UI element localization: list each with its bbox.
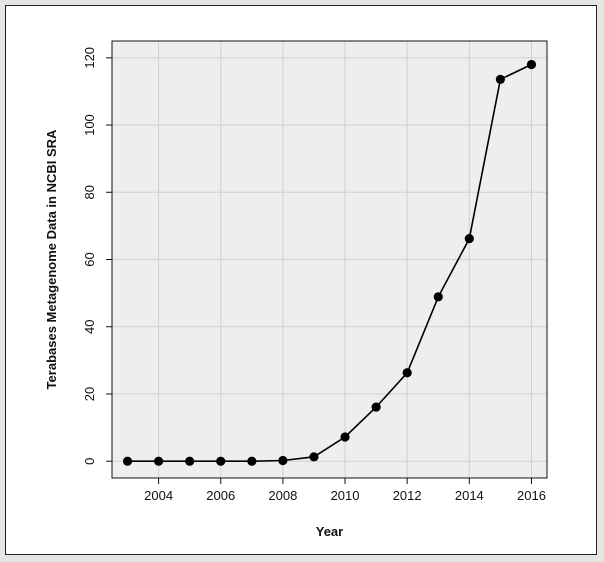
data-point <box>402 368 412 378</box>
x-axis-title: Year <box>316 524 343 539</box>
x-tick-label: 2014 <box>455 488 484 503</box>
data-point <box>247 456 257 466</box>
x-axis-ticks: 2004 2006 2008 2010 2012 2014 2016 <box>144 478 546 503</box>
x-tick-label: 2004 <box>144 488 173 503</box>
data-point <box>122 456 133 466</box>
data-point <box>495 74 505 84</box>
data-series <box>122 59 537 466</box>
y-axis-ticks: 0 20 40 60 80 100 120 <box>82 47 112 465</box>
y-tick-label: 100 <box>82 114 97 136</box>
y-tick-label: 60 <box>82 252 97 266</box>
data-point <box>526 59 537 70</box>
y-tick-label: 0 <box>82 458 97 465</box>
data-point <box>309 452 319 462</box>
series-line <box>127 63 532 463</box>
data-point <box>340 432 350 442</box>
y-tick-label: 120 <box>82 47 97 69</box>
x-tick-label: 2006 <box>206 488 235 503</box>
data-point <box>433 292 443 302</box>
x-tick-label: 2008 <box>268 488 297 503</box>
data-point <box>464 234 474 244</box>
y-tick-label: 80 <box>82 185 97 199</box>
data-point <box>185 456 195 466</box>
data-point <box>216 456 226 466</box>
y-tick-label: 20 <box>82 387 97 401</box>
x-tick-label: 2010 <box>331 488 360 503</box>
data-point <box>371 402 381 412</box>
data-point <box>278 455 288 466</box>
x-tick-label: 2012 <box>393 488 422 503</box>
data-point <box>154 456 164 466</box>
y-axis-title: Terabases Metagenome Data in NCBI SRA <box>44 129 59 389</box>
y-tick-label: 40 <box>82 319 97 333</box>
x-tick-label: 2016 <box>517 488 546 503</box>
